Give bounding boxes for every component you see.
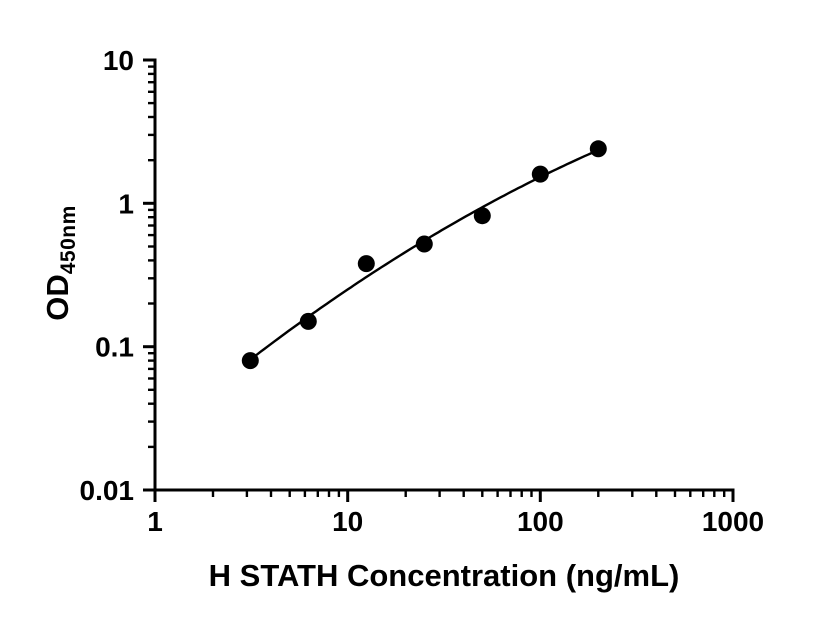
y-tick-label: 0.1 <box>95 332 134 363</box>
x-tick-label: 1000 <box>702 506 764 537</box>
data-point <box>531 165 549 183</box>
x-tick-label: 10 <box>332 506 363 537</box>
y-tick-label: 0.01 <box>80 475 135 506</box>
data-point <box>415 235 433 253</box>
data-point <box>241 352 259 370</box>
y-axis-title: OD450nm <box>37 103 80 423</box>
data-point <box>299 312 317 330</box>
data-point <box>357 255 375 273</box>
data-point <box>589 140 607 158</box>
axis-lines <box>153 58 735 492</box>
y-axis-title-main: OD <box>40 274 75 321</box>
x-tick-label: 100 <box>517 506 564 537</box>
y-tick-label: 1 <box>118 188 134 219</box>
y-tick-label: 10 <box>103 45 134 76</box>
data-point <box>473 207 491 225</box>
trendline-curve <box>249 148 599 361</box>
y-axis-title-subscript: 450nm <box>57 205 80 275</box>
x-tick-label: 1 <box>147 506 163 537</box>
x-axis-title: H STATH Concentration (ng/mL) <box>208 558 680 593</box>
